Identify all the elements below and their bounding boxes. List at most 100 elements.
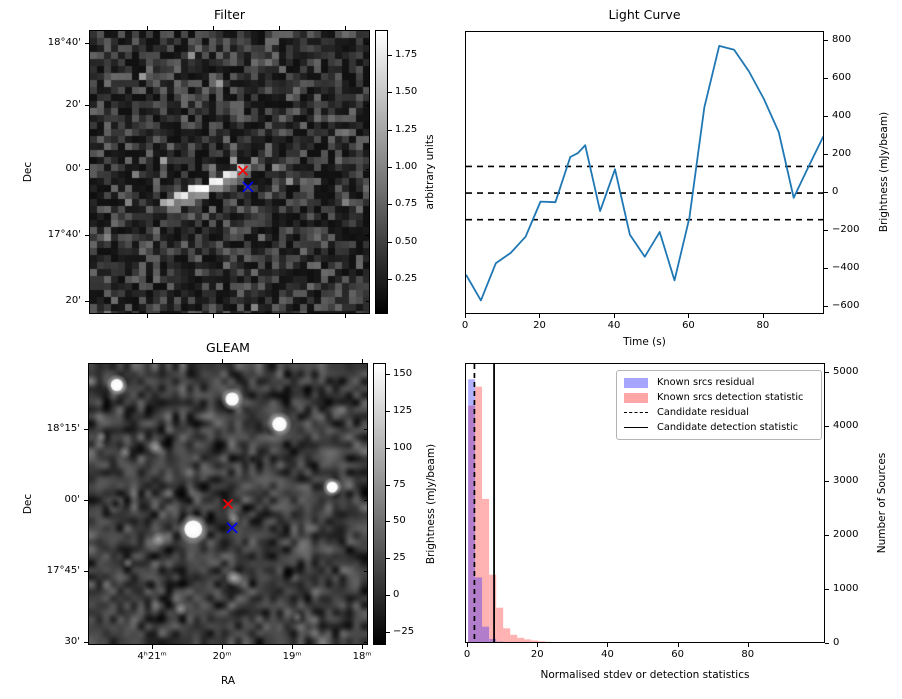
gleam-markers-overlay [222,498,238,534]
gleam-image-panel [88,363,368,645]
tick-mark [85,300,89,302]
tick-mark [366,104,370,106]
tick-label: −200 [832,224,860,236]
ra-tick-label: 20ᵐ [212,651,232,662]
tick-mark [388,204,392,206]
ra-tick-label: 19ᵐ [282,651,302,662]
tick-label: 60 [671,649,684,660]
tick-label: 60 [682,320,695,331]
tick-mark [85,168,89,170]
histogram-legend: Known srcs residual Known srcs detection… [616,370,822,440]
tick-label: 800 [832,34,852,46]
tick-label: −400 [832,262,860,274]
gleam-xlabel: RA [220,675,236,687]
tick-mark [85,43,89,45]
tick-mark [344,26,346,30]
tick-mark [366,43,370,45]
filter-colorbar-label: arbitrary units [424,134,436,210]
dec-tick-label: 20' [65,98,81,110]
tick-mark [212,26,214,30]
tick-mark [344,314,346,318]
colorbar-tick-label: 0.50 [395,235,418,247]
tick-mark [386,595,390,597]
light-curve-xlabel: Time (s) [623,336,666,348]
tick-mark [212,314,214,318]
filter-image [90,31,369,313]
colorbar-tick-label: 0 [393,589,400,601]
legend-item: Candidate detection statistic [624,420,814,435]
histogram-ylabel: Number of Sources [876,452,888,554]
tick-mark [747,643,749,647]
tick-mark [537,643,539,647]
known-srcs-detection-swatch [624,392,648,403]
tick-mark [362,645,364,649]
legend-label: Candidate residual [657,407,750,418]
tick-mark [84,641,88,643]
tick-mark [386,410,390,412]
dec-tick-label: 17°45' [46,565,80,577]
gleam-colorbar-label: Brightness (mJy/beam) [425,443,437,565]
tick-mark [824,192,828,194]
tick-mark [825,588,829,590]
tick-label: 1000 [833,582,859,594]
known-srcs-residual-swatch [624,377,648,388]
tick-mark [824,268,828,270]
legend-item: Known srcs detection statistic [624,390,814,405]
ra-tick-label: 4ʰ21ᵐ [137,651,167,662]
tick-mark [386,521,390,523]
histogram-xlabel: Normalised stdev or detection statistics [540,669,750,681]
tick-mark [386,484,390,486]
legend-label: Known srcs residual [657,377,755,388]
light-curve-ylabel: Brightness (mJy/beam) [878,111,890,233]
tick-mark [607,643,609,647]
tick-label: 0 [832,186,839,198]
ra-tick-label: 18ᵐ [352,651,372,662]
tick-mark [85,104,89,106]
tick-mark [366,235,370,237]
light-curve-panel [465,31,824,314]
tick-mark [386,374,390,376]
tick-mark [279,314,281,318]
tick-label: 600 [832,72,852,84]
tick-mark [362,359,364,363]
candidate-detection-line-swatch [624,427,648,428]
tick-mark [688,314,690,318]
tick-mark [388,279,392,281]
colorbar-tick-label: 50 [393,515,406,527]
tick-label: 400 [832,110,852,122]
tick-label: 2000 [833,528,859,540]
tick-mark [388,92,392,94]
tick-mark [825,426,829,428]
candidate-residual-line-swatch [624,412,648,413]
tick-mark [84,500,88,502]
tick-mark [825,534,829,536]
tick-label: 200 [832,148,852,160]
tick-mark [824,230,828,232]
tick-mark [613,314,615,318]
tick-mark [366,300,370,302]
tick-label: 80 [741,649,755,660]
tick-label: 40 [607,320,621,331]
legend-item: Known srcs residual [624,375,814,390]
tick-label: 20 [533,320,546,331]
filter-title: Filter [214,7,245,22]
tick-mark [388,167,392,169]
tick-mark [84,571,88,573]
colorbar-tick-label: 1.75 [395,48,418,60]
tick-mark [364,428,368,430]
tick-mark [147,314,149,318]
histogram-plot [468,364,553,642]
dec-tick-label: 00' [65,162,81,174]
filter-markers-overlay [237,165,254,193]
tick-mark [364,500,368,502]
tick-mark [386,447,390,449]
dec-tick-label: 20' [65,294,81,306]
tick-mark [386,632,390,634]
colorbar-tick-label: −25 [393,626,415,638]
tick-mark [388,129,392,131]
tick-mark [539,314,541,318]
colorbar-tick-label: 150 [393,368,413,380]
histogram-panel [465,363,825,643]
tick-mark [292,645,294,649]
tick-label: 0 [833,637,840,648]
